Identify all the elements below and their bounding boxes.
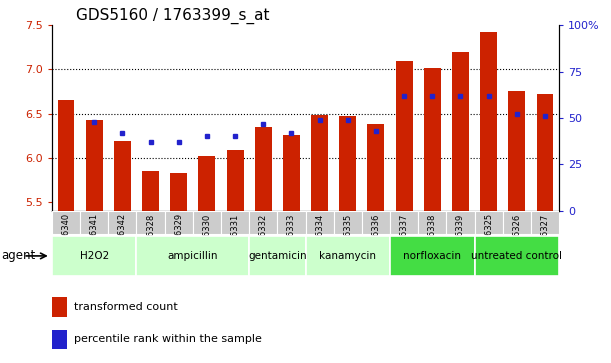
- Bar: [418, 211, 447, 234]
- Bar: [447, 211, 475, 234]
- Bar: [475, 236, 559, 276]
- Bar: [424, 68, 441, 211]
- Text: H2O2: H2O2: [79, 251, 109, 261]
- Text: GSM1356334: GSM1356334: [315, 213, 324, 270]
- Bar: [283, 135, 300, 211]
- Text: ampicillin: ampicillin: [167, 251, 218, 261]
- Text: GSM1356336: GSM1356336: [371, 213, 381, 270]
- Text: GSM1356325: GSM1356325: [484, 213, 493, 269]
- Bar: [367, 124, 384, 211]
- Bar: [531, 211, 559, 234]
- Bar: [536, 94, 554, 211]
- Bar: [396, 61, 412, 211]
- Bar: [52, 211, 80, 234]
- Text: GSM1356332: GSM1356332: [258, 213, 268, 270]
- Text: untreated control: untreated control: [471, 251, 562, 261]
- Text: GSM1356338: GSM1356338: [428, 213, 437, 270]
- Bar: [503, 211, 531, 234]
- Text: percentile rank within the sample: percentile rank within the sample: [74, 334, 262, 344]
- Bar: [508, 91, 525, 211]
- Bar: [255, 127, 272, 211]
- Text: GSM1356327: GSM1356327: [541, 213, 549, 270]
- Bar: [199, 156, 215, 211]
- Bar: [52, 236, 136, 276]
- Text: gentamicin: gentamicin: [248, 251, 307, 261]
- Text: GSM1356331: GSM1356331: [230, 213, 240, 270]
- Bar: [452, 52, 469, 211]
- Text: GSM1356341: GSM1356341: [90, 213, 99, 269]
- Bar: [306, 211, 334, 234]
- Bar: [114, 141, 131, 211]
- Text: GSM1356335: GSM1356335: [343, 213, 353, 270]
- Bar: [136, 211, 164, 234]
- Bar: [52, 330, 67, 349]
- Text: GSM1356328: GSM1356328: [146, 213, 155, 270]
- Text: agent: agent: [1, 249, 35, 262]
- Text: GSM1356330: GSM1356330: [202, 213, 211, 270]
- Bar: [80, 211, 108, 234]
- Text: GSM1356337: GSM1356337: [400, 213, 409, 270]
- Bar: [311, 115, 328, 211]
- Bar: [277, 211, 306, 234]
- Text: transformed count: transformed count: [74, 302, 178, 312]
- Text: GSM1356333: GSM1356333: [287, 213, 296, 270]
- Bar: [86, 120, 103, 211]
- Bar: [480, 32, 497, 211]
- Bar: [334, 211, 362, 234]
- Bar: [108, 211, 136, 234]
- Bar: [249, 236, 306, 276]
- Text: GSM1356329: GSM1356329: [174, 213, 183, 269]
- Bar: [142, 171, 159, 211]
- Bar: [57, 100, 75, 211]
- Bar: [390, 211, 418, 234]
- Bar: [193, 211, 221, 234]
- Text: GSM1356339: GSM1356339: [456, 213, 465, 270]
- Bar: [390, 236, 475, 276]
- Text: norfloxacin: norfloxacin: [403, 251, 461, 261]
- Bar: [339, 116, 356, 211]
- Bar: [52, 297, 67, 317]
- Text: GSM1356326: GSM1356326: [512, 213, 521, 270]
- Bar: [249, 211, 277, 234]
- Bar: [136, 236, 249, 276]
- Bar: [362, 211, 390, 234]
- Bar: [306, 236, 390, 276]
- Text: kanamycin: kanamycin: [320, 251, 376, 261]
- Text: GSM1356342: GSM1356342: [118, 213, 127, 269]
- Text: GDS5160 / 1763399_s_at: GDS5160 / 1763399_s_at: [76, 7, 270, 24]
- Bar: [221, 211, 249, 234]
- Bar: [164, 211, 193, 234]
- Bar: [475, 211, 503, 234]
- Text: GSM1356340: GSM1356340: [62, 213, 70, 269]
- Bar: [227, 150, 244, 211]
- Bar: [170, 173, 187, 211]
